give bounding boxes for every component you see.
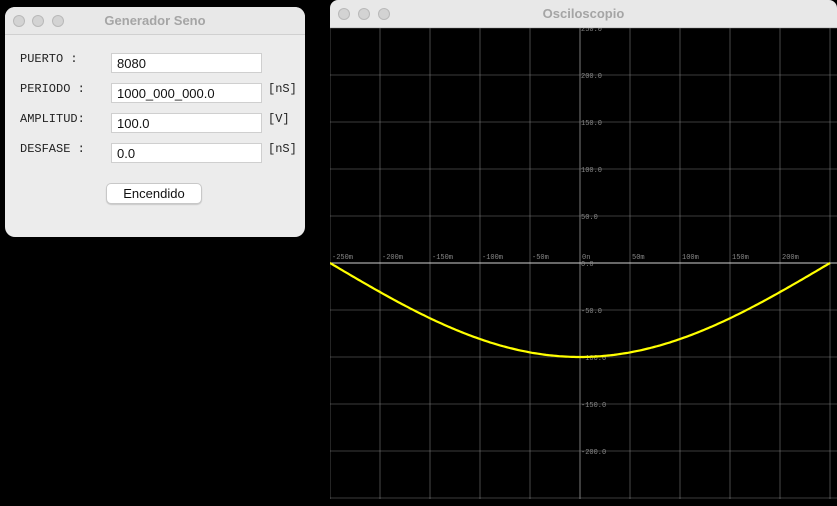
minimize-window-button[interactable] xyxy=(32,15,44,27)
zoom-window-button[interactable] xyxy=(52,15,64,27)
desfase-label: DESFASE : xyxy=(20,142,85,156)
puerto-input[interactable] xyxy=(111,53,262,73)
generator-title: Generador Seno xyxy=(104,13,206,28)
x-tick-label: 0n xyxy=(582,254,590,262)
y-tick-label: -150.0 xyxy=(581,402,606,410)
close-window-button[interactable] xyxy=(13,15,25,27)
y-tick-label: 250.0 xyxy=(581,28,602,34)
amplitud-input[interactable] xyxy=(111,113,262,133)
minimize-window-button[interactable] xyxy=(358,8,370,20)
y-tick-label: 150.0 xyxy=(581,120,602,128)
close-window-button[interactable] xyxy=(338,8,350,20)
y-tick-label: -50.0 xyxy=(581,308,602,316)
oscilloscope-window: Osciloscopio -250m -200m -150m -100m -50m 0n 5… xyxy=(330,0,837,499)
y-tick-label: -100.0 xyxy=(581,355,606,363)
oscilloscope-titlebar: Osciloscopio xyxy=(330,0,837,28)
x-tick-label: -250m xyxy=(332,254,353,262)
y-tick-label: 0.0 xyxy=(581,261,594,269)
x-tick-label: 50m xyxy=(632,254,645,262)
generator-titlebar: Generador Seno xyxy=(5,7,305,35)
desfase-unit: [nS] xyxy=(268,142,297,156)
zoom-window-button[interactable] xyxy=(378,8,390,20)
puerto-label: PUERTO : xyxy=(20,52,78,66)
encendido-button[interactable]: Encendido xyxy=(106,183,202,204)
amplitud-unit: [V] xyxy=(268,112,290,126)
y-tick-label: -200.0 xyxy=(581,449,606,457)
x-tick-label: -100m xyxy=(482,254,503,262)
amplitud-label: AMPLITUD: xyxy=(20,112,85,126)
y-tick-label: 50.0 xyxy=(581,214,598,222)
oscilloscope-plot: -250m -200m -150m -100m -50m 0n 50m 100m 150m 200… xyxy=(330,28,837,499)
y-tick-label: 200.0 xyxy=(581,73,602,81)
y-tick-label: 100.0 xyxy=(581,167,602,175)
x-tick-label: 100m xyxy=(682,254,699,262)
desfase-input[interactable] xyxy=(111,143,262,163)
x-tick-label: -150m xyxy=(432,254,453,262)
periodo-label: PERIODO : xyxy=(20,82,85,96)
periodo-input[interactable] xyxy=(111,83,262,103)
x-tick-label: -200m xyxy=(382,254,403,262)
oscilloscope-title: Osciloscopio xyxy=(542,6,625,21)
generator-window: Generador Seno PUERTO : PERIODO : [nS] A… xyxy=(5,7,305,237)
x-tick-label: 200m xyxy=(782,254,799,262)
periodo-unit: [nS] xyxy=(268,82,297,96)
x-tick-label: -50m xyxy=(532,254,549,262)
x-tick-label: 150m xyxy=(732,254,749,262)
